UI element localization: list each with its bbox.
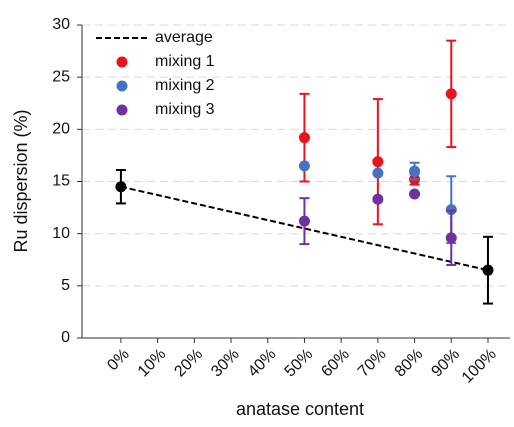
point [298,132,310,144]
point [445,204,457,216]
x-tick-label: 50% [282,346,317,381]
legend-swatch [116,56,128,68]
point [298,215,310,227]
point [409,165,421,177]
y-tick-label: 5 [61,277,70,294]
point [372,193,384,205]
point [409,188,421,200]
y-tick-label: 25 [52,68,70,85]
legend-swatch [116,104,128,116]
x-tick-label: 100% [459,346,500,387]
x-tick-label: 60% [318,346,353,381]
point [298,160,310,172]
point [445,88,457,100]
point [372,167,384,179]
legend-label: mixing 3 [155,101,215,118]
x-tick-label: 70% [355,346,390,381]
x-tick-label: 20% [171,346,206,381]
y-tick-label: 15 [52,173,70,190]
point [482,264,494,276]
x-tick-label: 0% [104,346,132,374]
x-tick-label: 10% [135,346,170,381]
legend-label: average [155,29,213,46]
y-tick-label: 10 [52,225,70,242]
x-tick-label: 30% [208,346,243,381]
x-axis-label: anatase content [236,399,364,419]
y-axis-label: Ru dispersion (%) [11,109,31,252]
x-tick-label: 90% [428,346,463,381]
x-tick-label: 40% [245,346,280,381]
point [445,232,457,244]
point [372,156,384,168]
legend-label: mixing 1 [155,53,215,70]
legend-label: mixing 2 [155,77,215,94]
point [115,181,127,193]
y-tick-label: 0 [61,329,70,346]
y-tick-label: 30 [52,16,70,33]
y-tick-label: 20 [52,121,70,138]
x-tick-label: 80% [392,346,427,381]
legend-swatch [116,80,128,92]
